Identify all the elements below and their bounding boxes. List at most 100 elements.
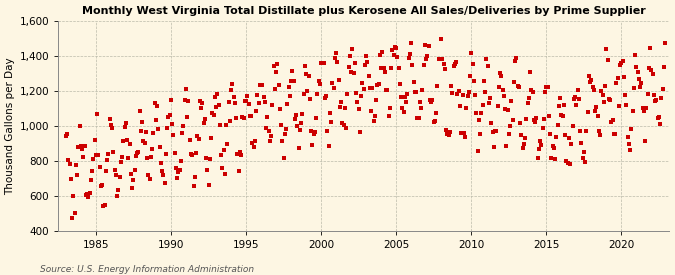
Point — [219, 172, 230, 177]
Point — [404, 52, 415, 56]
Point — [395, 82, 406, 86]
Point — [127, 186, 138, 190]
Point — [205, 157, 215, 161]
Point — [551, 135, 562, 139]
Point — [151, 117, 161, 122]
Point — [425, 97, 435, 102]
Point — [172, 176, 183, 181]
Point — [101, 169, 111, 173]
Point — [416, 106, 427, 110]
Point — [165, 97, 176, 102]
Point — [548, 146, 559, 150]
Point — [536, 142, 547, 147]
Point — [583, 110, 593, 114]
Point — [265, 139, 275, 144]
Point — [119, 125, 130, 129]
Point — [389, 45, 400, 49]
Point — [567, 124, 578, 129]
Point — [398, 109, 409, 114]
Point — [354, 130, 365, 134]
Point — [242, 94, 252, 98]
Point — [565, 162, 576, 166]
Point — [527, 90, 538, 94]
Point — [535, 139, 545, 144]
Point — [186, 152, 196, 156]
Point — [643, 65, 654, 70]
Point — [517, 146, 528, 150]
Point — [637, 106, 648, 110]
Point — [443, 133, 454, 137]
Point — [571, 102, 582, 107]
Point — [228, 95, 239, 99]
Point — [155, 145, 165, 150]
Point — [297, 112, 308, 117]
Point — [288, 79, 299, 83]
Point — [641, 106, 652, 110]
Point — [618, 75, 629, 79]
Point — [462, 94, 473, 98]
Point — [632, 70, 643, 74]
Point — [441, 128, 452, 132]
Point — [362, 59, 373, 64]
Point — [450, 62, 460, 66]
Point — [193, 137, 204, 141]
Point — [213, 103, 224, 107]
Point — [307, 143, 318, 147]
Point — [252, 93, 263, 98]
Point — [92, 112, 103, 117]
Point — [627, 109, 638, 113]
Point — [391, 46, 402, 51]
Point — [445, 130, 456, 134]
Point — [86, 178, 97, 183]
Point — [358, 87, 369, 92]
Point — [335, 104, 346, 109]
Point — [412, 116, 423, 121]
Point — [447, 91, 458, 95]
Point — [325, 111, 335, 115]
Point — [457, 93, 468, 97]
Point — [177, 131, 188, 135]
Point — [284, 85, 294, 90]
Point — [498, 93, 509, 98]
Point — [602, 57, 613, 62]
Point — [476, 111, 487, 116]
Point — [206, 136, 217, 140]
Point — [163, 115, 174, 120]
Point — [442, 131, 453, 136]
Point — [491, 129, 502, 134]
Point — [152, 104, 163, 108]
Point — [294, 128, 305, 132]
Point — [327, 81, 338, 86]
Point — [332, 59, 343, 64]
Point — [410, 90, 421, 94]
Point — [87, 169, 98, 173]
Point — [406, 41, 416, 46]
Point — [192, 134, 202, 138]
Point — [93, 152, 104, 157]
Point — [454, 104, 465, 108]
Point — [194, 98, 205, 103]
Point — [636, 81, 647, 85]
Point — [489, 129, 500, 133]
Point — [76, 144, 86, 148]
Point — [184, 138, 195, 142]
Point — [599, 83, 610, 88]
Text: Source: U.S. Energy Information Administration: Source: U.S. Energy Information Administ… — [40, 265, 254, 274]
Point — [96, 184, 107, 188]
Point — [631, 65, 642, 69]
Point — [497, 88, 508, 92]
Point — [543, 114, 554, 119]
Point — [396, 95, 406, 99]
Point — [232, 152, 243, 156]
Point — [102, 158, 113, 162]
Point — [162, 125, 173, 130]
Point — [590, 109, 601, 113]
Point — [456, 131, 466, 136]
Point — [222, 142, 233, 146]
Point — [317, 61, 328, 66]
Point — [267, 102, 277, 107]
Point — [188, 184, 199, 189]
Point — [479, 79, 489, 83]
Point — [464, 73, 475, 78]
Point — [197, 101, 208, 105]
